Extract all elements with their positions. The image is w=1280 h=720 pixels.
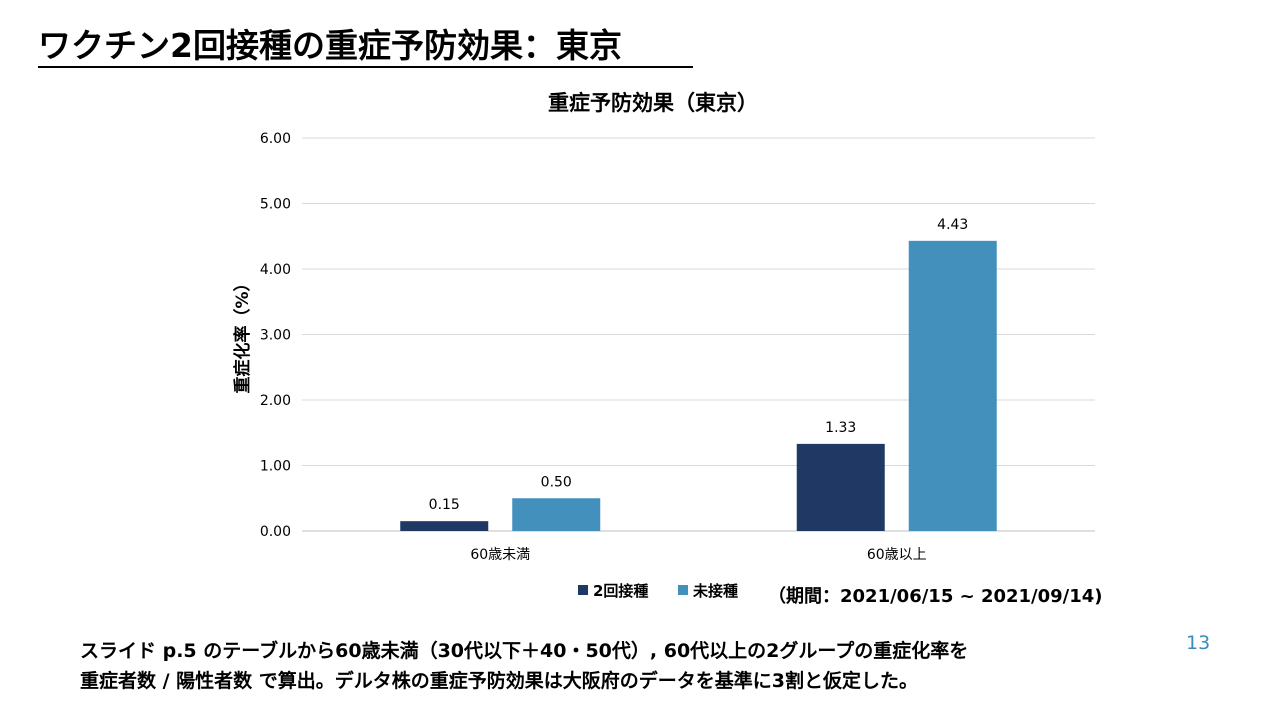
title-underline	[38, 66, 693, 68]
y-tick-label: 2.00	[260, 393, 291, 409]
bar	[400, 521, 489, 531]
legend-swatch	[678, 585, 688, 595]
data-labels: 0.15 0.50 1.33 4.43	[429, 217, 969, 513]
legend-label: 未接種	[692, 582, 738, 600]
category-label: 60歳以上	[867, 547, 927, 563]
data-label: 1.33	[825, 420, 856, 436]
y-tick-label: 5.00	[260, 197, 291, 213]
bar	[512, 498, 601, 531]
legend-label: 2回接種	[593, 582, 648, 600]
y-tick-labels: 0.00 1.00 2.00 3.00 4.00 5.00 6.00	[260, 131, 291, 540]
y-axis-title: 重症化率（%）	[232, 274, 253, 393]
bar	[796, 443, 885, 531]
legend: 2回接種 未接種	[578, 582, 738, 600]
bars	[400, 240, 997, 531]
y-tick-label: 0.00	[260, 524, 291, 540]
category-labels: 60歳未満 60歳以上	[470, 547, 926, 563]
data-label: 0.15	[429, 497, 460, 513]
chart-title: 重症予防効果（東京）	[548, 91, 758, 115]
y-tick-label: 1.00	[260, 459, 291, 475]
y-tick-label: 4.00	[260, 262, 291, 278]
period-note: （期間：2021/06/15 ~ 2021/09/14)	[768, 586, 1103, 607]
footnote-line-1: スライド p.5 のテーブルから60歳未満（30代以下＋40・50代）, 60代…	[80, 640, 969, 662]
page-number: 13	[1186, 632, 1211, 654]
bar	[908, 240, 997, 531]
footnote-line-2: 重症者数 / 陽性者数 で算出。デルタ株の重症予防効果は大阪府のデータを基準に3…	[80, 670, 919, 692]
data-label: 0.50	[541, 474, 572, 490]
category-label: 60歳未満	[470, 547, 530, 563]
legend-swatch	[578, 585, 588, 595]
slide-title: ワクチン2回接種の重症予防効果：東京	[38, 26, 622, 65]
data-label: 4.43	[937, 217, 968, 233]
bar-chart: 重症予防効果（東京） 重症化率（%） 0.00 1.00 2.00 3.00 4.00 5…	[232, 91, 1095, 600]
y-tick-label: 6.00	[260, 131, 291, 147]
footnote: スライド p.5 のテーブルから60歳未満（30代以下＋40・50代）, 60代…	[80, 636, 968, 696]
y-tick-label: 3.00	[260, 328, 291, 344]
